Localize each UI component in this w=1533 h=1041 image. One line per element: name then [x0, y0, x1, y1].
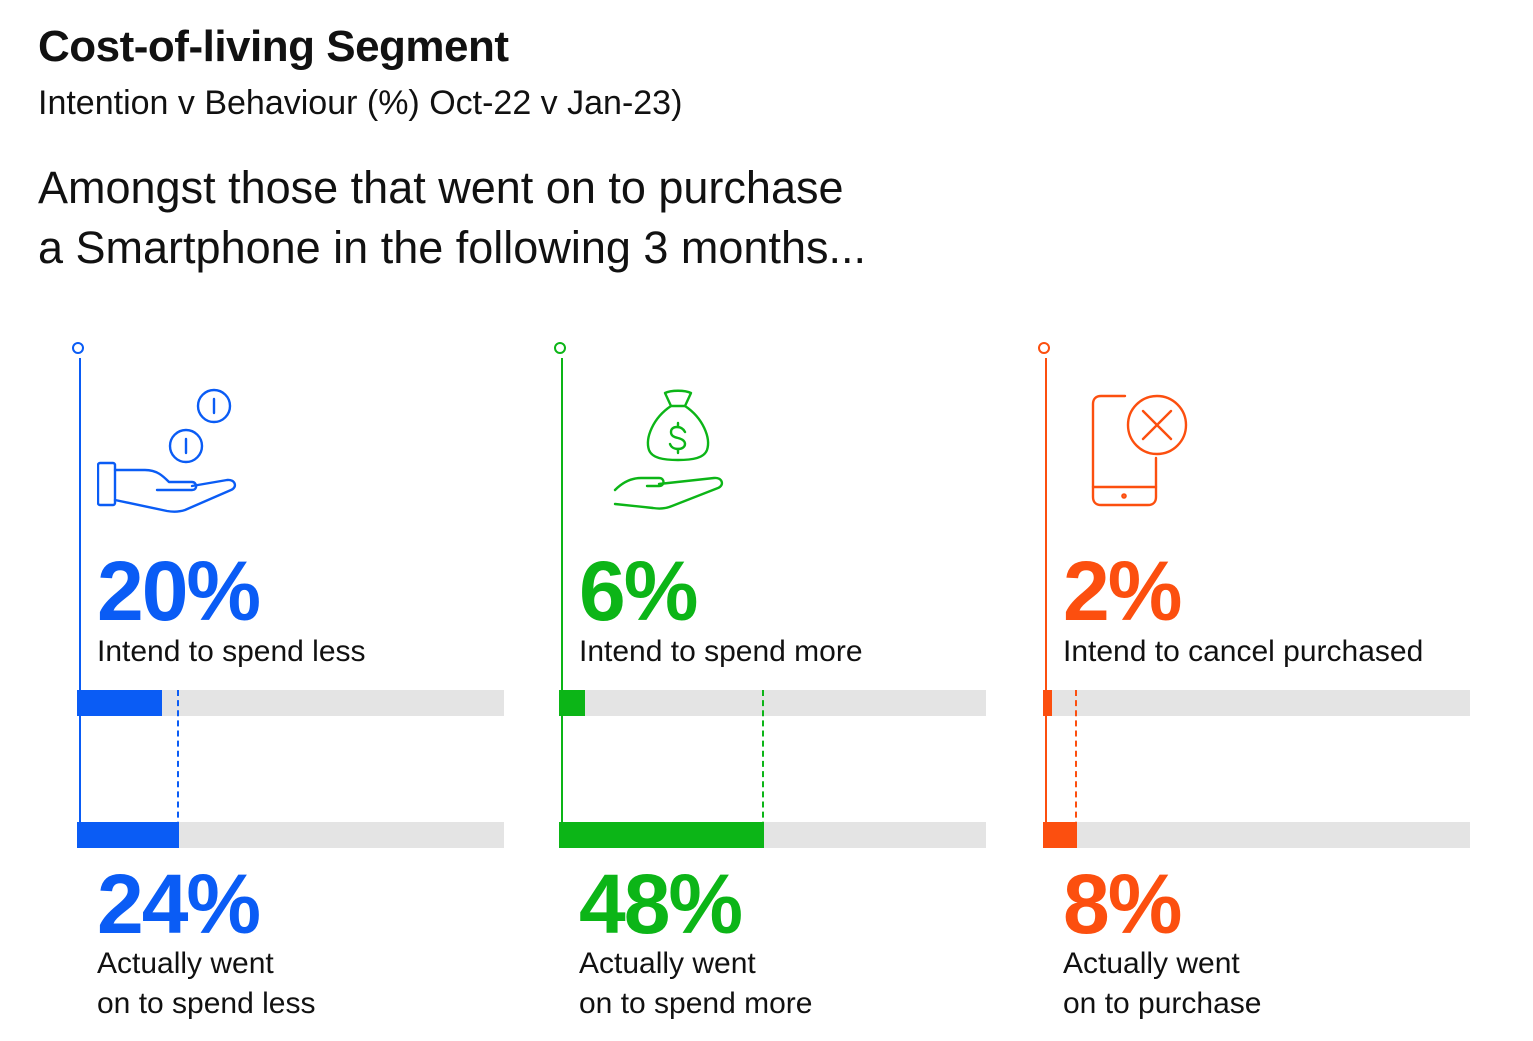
intent-value: 2%	[1063, 544, 1182, 638]
actual-bar-track	[559, 822, 986, 848]
intent-dashed-connector	[1075, 690, 1078, 848]
intent-label: Intend to cancel purchased	[1063, 635, 1424, 668]
intent-value: 6%	[579, 544, 698, 638]
panel-spend-more: 6% Intend to spend more 48% Actually wen…	[554, 336, 1029, 1041]
intent-label: Intend to spend less	[97, 635, 366, 668]
actual-label: Actually went on to spend more	[579, 944, 812, 1024]
actual-bar-track	[1043, 822, 1470, 848]
actual-bar	[77, 822, 180, 848]
page-subtitle: Intention v Behaviour (%) Oct-22 v Jan-2…	[38, 84, 683, 122]
lead-line-2: a Smartphone in the following 3 months..…	[38, 222, 866, 273]
coins-hand-icon	[97, 388, 237, 513]
intent-bar	[1043, 690, 1052, 716]
intent-bar-track	[559, 690, 986, 716]
actual-bar	[1043, 822, 1078, 848]
actual-label-line-1: Actually went	[579, 947, 756, 980]
actual-label-line-2: on to purchase	[1063, 987, 1262, 1020]
lead-line-1: Amongst those that went on to purchase	[38, 162, 844, 213]
timeline-line	[1045, 358, 1047, 840]
actual-label: Actually went on to spend less	[97, 944, 315, 1024]
actual-bar	[559, 822, 764, 848]
actual-bar-track	[77, 822, 504, 848]
actual-label-line-2: on to spend more	[579, 987, 813, 1020]
phone-cancel-icon	[1091, 394, 1188, 507]
actual-label-line-1: Actually went	[1063, 947, 1240, 980]
timeline-line	[79, 358, 81, 840]
intent-bar	[77, 690, 163, 716]
intent-dashed-connector	[761, 690, 764, 848]
actual-value: 8%	[1063, 857, 1182, 951]
timeline-dot	[72, 342, 84, 354]
page-title: Cost-of-living Segment	[38, 22, 509, 71]
intent-dashed-connector	[177, 690, 180, 848]
intent-bar-track	[1043, 690, 1470, 716]
actual-value: 24%	[97, 857, 261, 951]
timeline-dot	[1038, 342, 1050, 354]
actual-value: 48%	[579, 857, 743, 951]
lead-text: Amongst those that went on to purchase a…	[38, 158, 866, 278]
timeline-line	[561, 358, 563, 840]
intent-value: 20%	[97, 544, 261, 638]
intent-label: Intend to spend more	[579, 635, 863, 668]
actual-label-line-2: on to spend less	[97, 987, 316, 1020]
panel-spend-less: 20% Intend to spend less 24% Actually we…	[72, 336, 547, 1041]
intent-bar	[559, 690, 585, 716]
panel-cancel-purchase: 2% Intend to cancel purchased 8% Actuall…	[1038, 336, 1513, 1041]
actual-label: Actually went on to purchase	[1063, 944, 1261, 1024]
actual-label-line-1: Actually went	[97, 947, 274, 980]
money-bag-hand-icon	[613, 389, 724, 510]
timeline-dot	[554, 342, 566, 354]
intent-bar-track	[77, 690, 504, 716]
